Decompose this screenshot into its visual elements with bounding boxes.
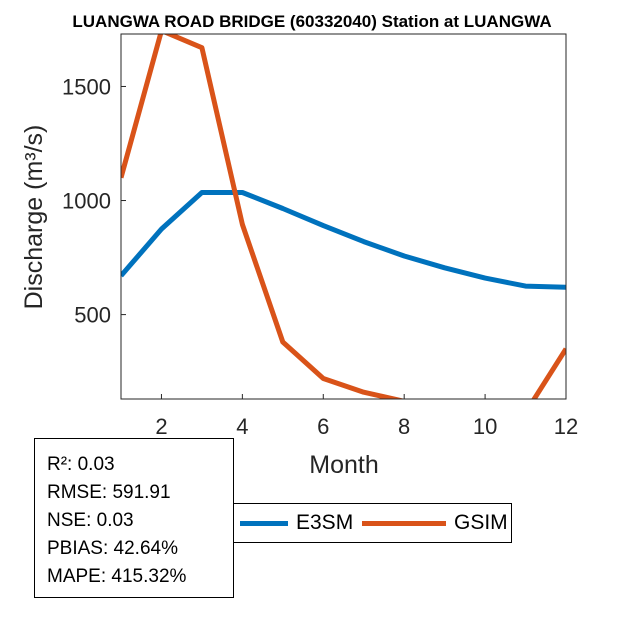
legend-label-gsim: GSIM: [454, 511, 508, 534]
legend-swatch-e3sm: [240, 520, 288, 526]
legend-label-e3sm: E3SM: [296, 511, 354, 534]
x-axis: 2 4 6 8 10 12: [155, 394, 578, 439]
legend: E3SM GSIM: [233, 503, 512, 543]
series-layer: [121, 34, 566, 399]
y-axis: 500 1000 1500: [62, 74, 126, 328]
stat-pbias: PBIAS: 42.64%: [47, 538, 178, 559]
x-tick-label: 6: [317, 414, 329, 439]
x-tick-label: 2: [155, 414, 167, 439]
y-tick-label: 1500: [62, 74, 111, 99]
x-tick-label: 4: [236, 414, 248, 439]
stat-rmse: RMSE: 591.91: [47, 482, 171, 503]
stat-r2: R²: 0.03: [47, 454, 115, 475]
stat-nse: NSE: 0.03: [47, 510, 134, 531]
series-line-e3sm: [121, 190, 566, 290]
x-axis-label: Month: [309, 451, 378, 479]
legend-item-gsim: GSIM: [362, 504, 508, 542]
legend-item-e3sm: E3SM: [240, 504, 353, 542]
stats-box: R²: 0.03 RMSE: 591.91 NSE: 0.03 PBIAS: 4…: [34, 438, 234, 598]
plot-area: [120, 33, 567, 400]
stat-mape: MAPE: 415.32%: [47, 566, 187, 587]
y-tick-label: 1000: [62, 189, 111, 214]
legend-swatch-gsim: [362, 520, 446, 526]
y-axis-label: Discharge (m³/s): [20, 125, 48, 310]
x-tick-label: 12: [554, 414, 578, 439]
y-tick-label: 500: [74, 303, 111, 328]
x-tick-label: 8: [398, 414, 410, 439]
chart-title: LUANGWA ROAD BRIDGE (60332040) Station a…: [72, 12, 551, 31]
x-tick-label: 10: [473, 414, 497, 439]
series-line-gsim: [121, 34, 566, 399]
